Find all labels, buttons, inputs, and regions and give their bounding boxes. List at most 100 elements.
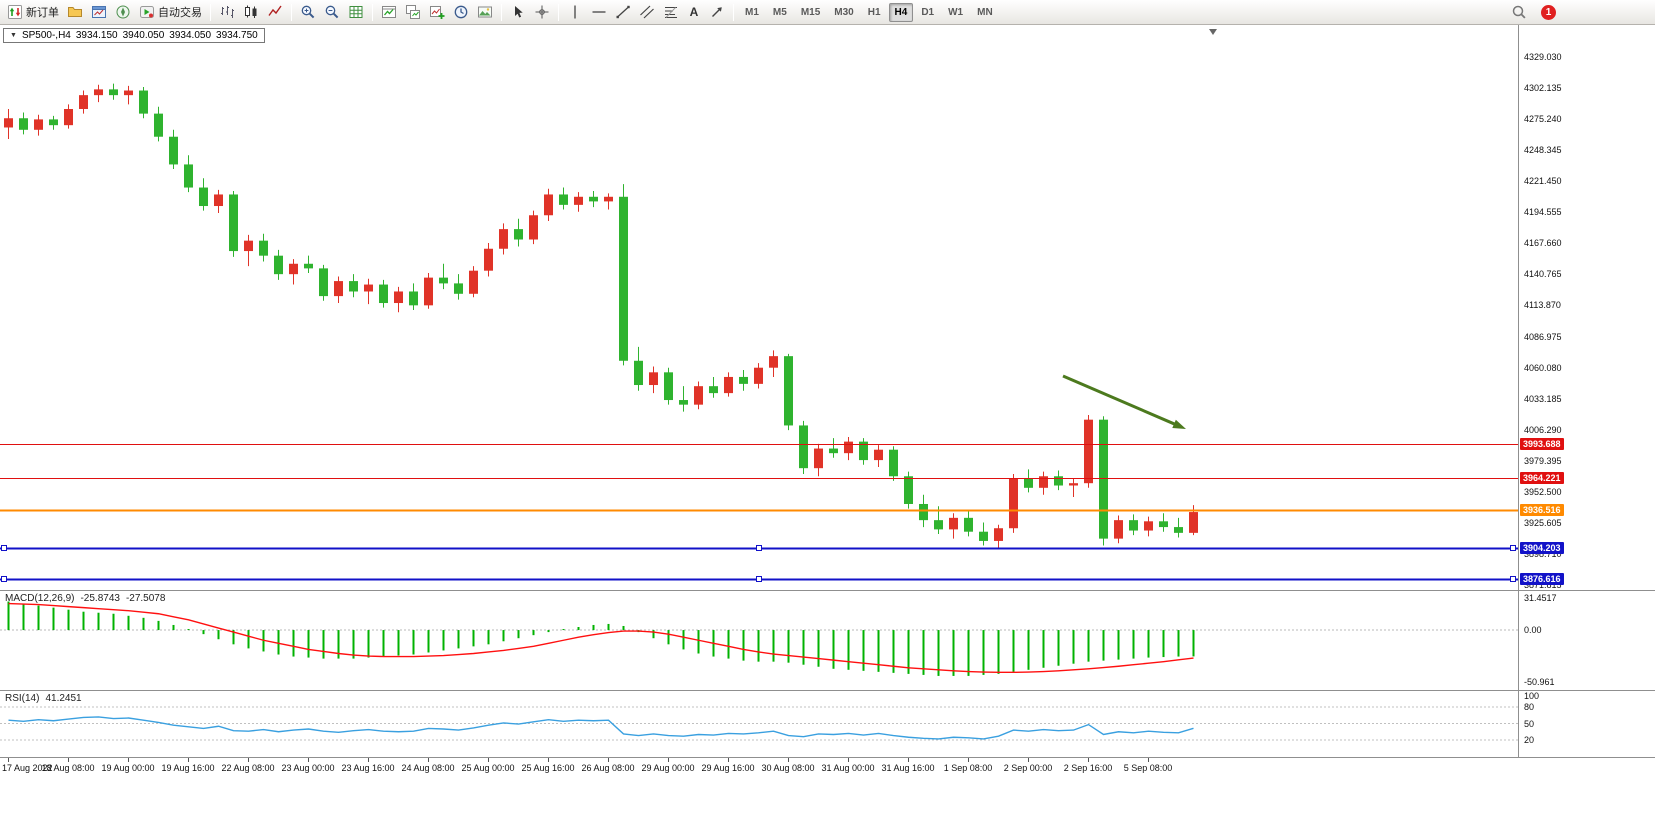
add-indicator-icon	[430, 6, 445, 19]
candle-body	[1009, 478, 1018, 529]
time-axis-label: 23 Aug 16:00	[341, 763, 395, 773]
trend-arrow-line[interactable]	[1062, 374, 1179, 427]
trendline-tool-button[interactable]	[611, 2, 635, 23]
templates-button[interactable]	[473, 2, 497, 23]
time-axis-tick	[608, 758, 609, 762]
notifications-badge[interactable]: 1	[1541, 4, 1556, 20]
hline-price-tag: 3936.516	[1520, 504, 1564, 517]
timeframe-h1-button[interactable]: H1	[862, 3, 887, 22]
trend-arrow-head[interactable]	[1172, 419, 1186, 429]
time-axis-label: 29 Aug 16:00	[701, 763, 755, 773]
timeframe-w1-button[interactable]: W1	[942, 3, 969, 22]
arrow-shape-icon	[712, 7, 722, 17]
market-watch-button[interactable]	[87, 2, 111, 23]
candle-body	[1069, 483, 1078, 486]
horizontal-line-tool-button[interactable]	[587, 2, 611, 23]
candle-body	[619, 196, 628, 361]
candle-body	[244, 240, 253, 252]
time-axis-tick	[1028, 758, 1029, 762]
line-chart-mode-button[interactable]	[263, 2, 287, 23]
bar-chart-mode-button[interactable]	[215, 2, 239, 23]
crosshair-icon	[535, 5, 549, 19]
candle-body	[1024, 478, 1033, 488]
price-axis-label: 3952.500	[1524, 486, 1562, 497]
candle-body	[799, 425, 808, 469]
rsi-name: RSI(14)	[5, 693, 40, 704]
time-axis[interactable]: 17 Aug 2022 18 Aug 08:00 19 Aug 00:00 19 Au…	[0, 757, 1655, 777]
vertical-line-tool-button[interactable]	[563, 2, 587, 23]
macd-scale-label: -50.961	[1524, 677, 1555, 687]
price-axis-label: 3871.815	[1524, 580, 1562, 591]
line-handle[interactable]	[1, 576, 7, 582]
candle-body	[664, 372, 673, 401]
toolbar-separator	[291, 3, 292, 21]
arrows-tool-button[interactable]	[705, 2, 729, 23]
profiles-button[interactable]	[63, 2, 87, 23]
macd-panel-canvas[interactable]	[0, 590, 1518, 690]
line-handle[interactable]	[756, 576, 762, 582]
line-handle[interactable]	[1, 545, 7, 551]
periods-button[interactable]	[449, 2, 473, 23]
rsi-scale-label: 100	[1524, 691, 1540, 701]
price-chart-canvas[interactable]	[0, 25, 1518, 590]
hline-price-tag: 3964.221	[1520, 472, 1564, 485]
panel-separator-rsi[interactable]	[0, 690, 1655, 691]
candle-body	[424, 277, 433, 306]
candlestick-mode-button[interactable]	[239, 2, 263, 23]
timeframe-m30-button[interactable]: M30	[828, 3, 859, 22]
candle-body	[739, 376, 748, 384]
candle-body	[634, 360, 643, 386]
rsi-value: 41.2451	[45, 693, 82, 704]
timeframe-m5-button[interactable]: M5	[767, 3, 793, 22]
price-axis-label: 4248.345	[1524, 145, 1562, 156]
grid-toggle-button[interactable]	[344, 2, 368, 23]
line-handle[interactable]	[1510, 545, 1516, 551]
price-axis-label: 4302.135	[1524, 83, 1562, 94]
panel-separator-macd[interactable]	[0, 590, 1655, 591]
add-indicator-button[interactable]	[425, 2, 449, 23]
timeframe-m15-button[interactable]: M15	[795, 3, 826, 22]
new-order-button[interactable]: 新订单	[3, 2, 63, 23]
time-axis-tick	[728, 758, 729, 762]
rsi-line	[8, 716, 1194, 740]
line-handle[interactable]	[756, 545, 762, 551]
candle-body	[304, 263, 313, 269]
cascade-windows-button[interactable]	[401, 2, 425, 23]
text-tool-button[interactable]: A	[683, 2, 705, 23]
vertical-line-icon	[574, 5, 576, 19]
fibonacci-tool-button[interactable]	[659, 2, 683, 23]
timeframe-h4-button[interactable]: H4	[888, 3, 914, 22]
time-axis-label: 31 Aug 00:00	[821, 763, 875, 773]
channel-tool-button[interactable]	[635, 2, 659, 23]
cursor-icon	[515, 6, 523, 18]
candle-body	[934, 520, 943, 530]
toolbar: 新订单 自动交易	[0, 0, 1655, 25]
indicators-window-button[interactable]	[377, 2, 401, 23]
price-axis[interactable]: 4329.030 4302.135 4275.240 4248.345 4221.450…	[1518, 25, 1655, 757]
macd-label: MACD(12,26,9) -25.8743 -27.5078	[5, 593, 165, 604]
candle-body	[214, 194, 223, 207]
auto-trading-button[interactable]: 自动交易	[135, 2, 206, 23]
channel-icon	[640, 5, 654, 19]
crosshair-tool-button[interactable]	[530, 2, 554, 23]
timeframe-mn-button[interactable]: MN	[971, 3, 999, 22]
collapse-arrow-icon[interactable]: ▼	[10, 32, 17, 39]
line-handle[interactable]	[1510, 576, 1516, 582]
candle-body	[34, 119, 43, 130]
search-button[interactable]	[1507, 2, 1531, 23]
candle-body	[19, 118, 28, 130]
zoom-out-button[interactable]	[320, 2, 344, 23]
rsi-panel-canvas[interactable]	[0, 690, 1518, 757]
timeframe-d1-button[interactable]: D1	[915, 3, 940, 22]
timeframe-m1-button[interactable]: M1	[739, 3, 765, 22]
cursor-tool-button[interactable]	[506, 2, 530, 23]
chart-shift-marker[interactable]	[1209, 29, 1217, 35]
time-axis-tick	[668, 758, 669, 762]
new-order-icon	[8, 5, 22, 19]
candle-body	[109, 89, 118, 96]
ohlc-open: 3934.150	[75, 30, 118, 41]
candlestick-icon	[245, 5, 257, 18]
zoom-in-button[interactable]	[296, 2, 320, 23]
auto-trading-label: 自动交易	[158, 7, 202, 19]
navigator-button[interactable]	[111, 2, 135, 23]
